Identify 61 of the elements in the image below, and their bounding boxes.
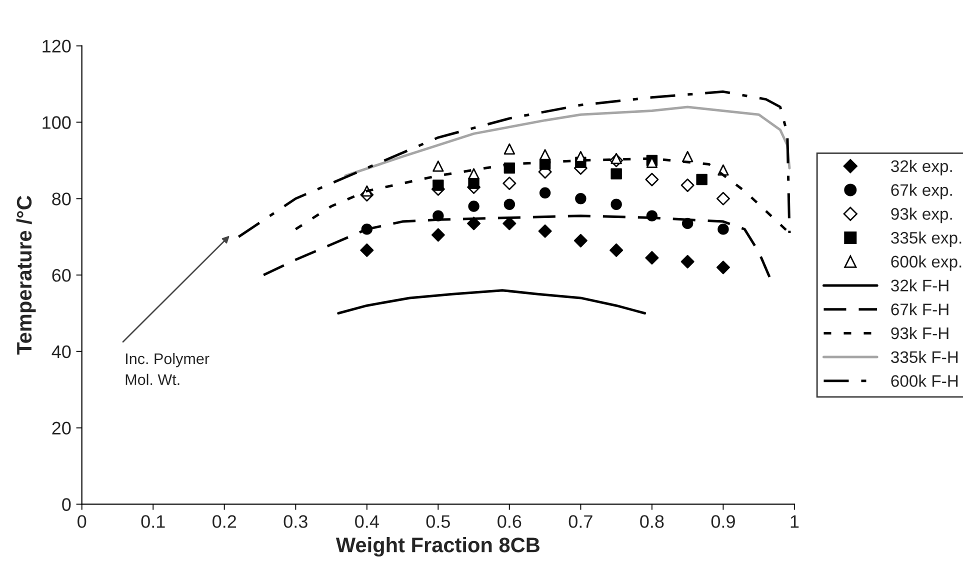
y-tick-label: 20 [52, 422, 71, 435]
point [716, 192, 730, 206]
annotation: Inc. Polymer Mol. Wt. [126, 352, 210, 386]
x-tick-label: 0.8 [640, 515, 664, 528]
point [504, 198, 516, 210]
point [696, 174, 708, 186]
x-tick-label: 0.3 [284, 515, 308, 528]
legend-label: 93k exp. [891, 208, 952, 224]
y-tick-label: 0 [62, 498, 71, 511]
y-axis-title: Temperature /°C [16, 196, 36, 355]
point [680, 178, 694, 192]
legend-label: 335k F-H [891, 350, 958, 364]
point [680, 254, 694, 268]
point [610, 198, 622, 210]
point [502, 216, 516, 230]
point [431, 228, 445, 242]
point [502, 176, 516, 190]
y-tick-label: 120 [42, 40, 71, 53]
legend-label: 335k exp. [891, 231, 962, 248]
x-tick-label: 0.1 [141, 515, 165, 528]
point [539, 187, 551, 199]
point [574, 234, 588, 248]
point [468, 200, 480, 212]
point [432, 160, 444, 172]
legend-label: 32k exp. [891, 160, 952, 176]
x-tick-label: 0 [78, 515, 86, 528]
point [539, 149, 551, 160]
x-tick-label: 1 [790, 515, 799, 528]
point [504, 143, 516, 155]
point [432, 180, 444, 191]
x-tick-label: 0.4 [355, 515, 379, 528]
x-tick-label: 0.2 [212, 515, 236, 528]
legend-label: 32k F-H [891, 279, 948, 292]
line-series [344, 106, 791, 177]
x-tick-label: 0.5 [426, 515, 450, 528]
legend-label: 600k F-H [891, 374, 958, 387]
point [716, 260, 730, 274]
point [645, 251, 659, 265]
point [610, 152, 622, 164]
y-tick-label: 60 [52, 268, 71, 282]
legend-label: 67k F-H [891, 303, 948, 316]
x-tick-label: 0.9 [711, 515, 735, 528]
legend-label: 67k exp. [891, 184, 952, 200]
point [610, 243, 624, 257]
y-tick-label: 40 [52, 345, 71, 358]
x-axis-title: Weight Fraction 8CB [336, 537, 540, 557]
x-tick-label: 0.6 [498, 515, 522, 528]
point [610, 168, 622, 180]
y-tick-label: 100 [42, 116, 71, 129]
point [645, 172, 659, 186]
point [718, 224, 729, 235]
point [575, 193, 586, 204]
line-series [237, 90, 791, 238]
legend-label: 93k F-H [891, 326, 948, 340]
point [538, 224, 552, 238]
point [360, 243, 374, 257]
line-series [337, 289, 646, 314]
legend-label: 600k exp. [891, 255, 962, 271]
point [468, 168, 480, 180]
x-tick-label: 0.7 [568, 515, 592, 528]
y-tick-label: 80 [52, 192, 71, 206]
